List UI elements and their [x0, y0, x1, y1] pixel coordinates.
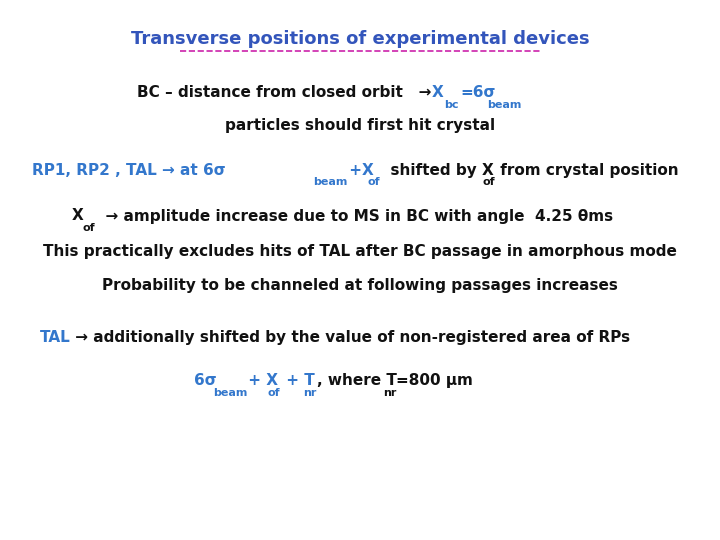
Text: → additionally shifted by the value of non-registered area of RPs: → additionally shifted by the value of n… — [70, 330, 630, 345]
Text: Probability to be channeled at following passages increases: Probability to be channeled at following… — [102, 278, 618, 293]
Text: RP1, RP2 , TAL → at 6σ: RP1, RP2 , TAL → at 6σ — [32, 163, 226, 178]
Text: 6σ: 6σ — [194, 373, 217, 388]
Text: X: X — [72, 208, 84, 224]
Text: → amplitude increase due to MS in BC with angle  4.25 θms: → amplitude increase due to MS in BC wit… — [95, 208, 613, 224]
Text: +X: +X — [344, 163, 374, 178]
Text: from crystal position: from crystal position — [495, 163, 678, 178]
Text: of: of — [268, 388, 281, 397]
Text: beam: beam — [487, 100, 521, 110]
Text: X: X — [432, 85, 444, 100]
Text: This practically excludes hits of TAL after BC passage in amorphous mode: This practically excludes hits of TAL af… — [43, 244, 677, 259]
Text: nr: nr — [303, 388, 317, 397]
Text: of: of — [482, 177, 495, 187]
Text: =6σ: =6σ — [461, 85, 496, 100]
Text: nr: nr — [383, 388, 397, 397]
Text: , where T: , where T — [317, 373, 397, 388]
Text: shifted by X: shifted by X — [380, 163, 494, 178]
Text: =800 μm: =800 μm — [396, 373, 473, 388]
Text: BC – distance from closed orbit   →: BC – distance from closed orbit → — [137, 85, 441, 100]
Text: bc: bc — [444, 100, 459, 110]
Text: Transverse positions of experimental devices: Transverse positions of experimental dev… — [131, 30, 589, 48]
Text: beam: beam — [313, 177, 348, 187]
Text: + T: + T — [281, 373, 315, 388]
Text: of: of — [367, 177, 380, 187]
Text: + X: + X — [243, 373, 279, 388]
Text: TAL: TAL — [40, 330, 71, 345]
Text: of: of — [83, 223, 96, 233]
Text: particles should first hit crystal: particles should first hit crystal — [225, 118, 495, 133]
Text: beam: beam — [213, 388, 248, 397]
